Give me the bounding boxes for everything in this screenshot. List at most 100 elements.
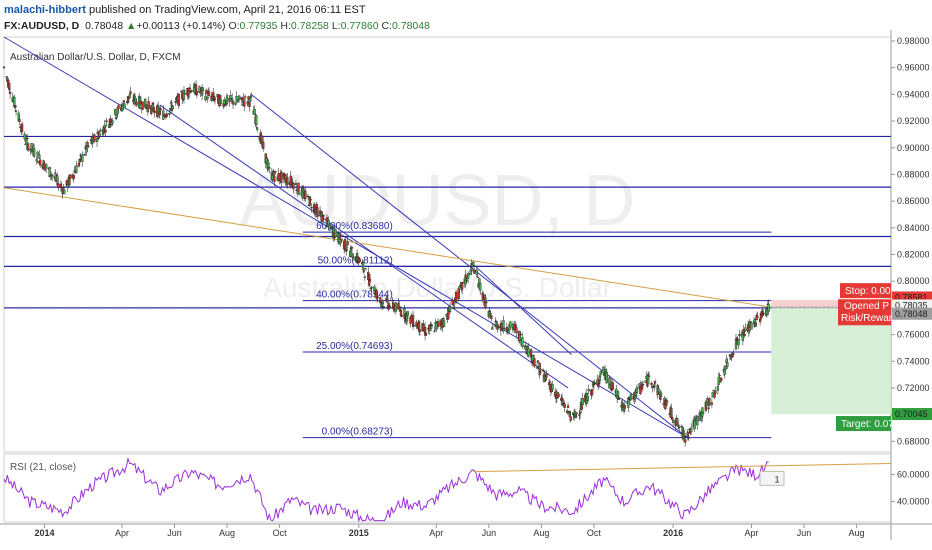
rsi-line <box>3 456 769 523</box>
candle-body <box>653 381 657 384</box>
target-tag-text: Target: 0.07 <box>841 419 894 430</box>
candle-body <box>250 96 253 98</box>
price-tick-label: 0.82000 <box>897 250 930 260</box>
candle-body <box>8 83 11 90</box>
trendline <box>3 187 772 308</box>
candle-body <box>242 98 245 102</box>
candle-body <box>23 133 26 140</box>
time-tick-label: Jun <box>797 528 812 538</box>
candle-body <box>538 363 541 376</box>
candle-body <box>32 148 36 157</box>
candle-body <box>566 405 570 408</box>
candle-body <box>502 320 505 331</box>
candle-body <box>467 273 470 279</box>
candle-body <box>182 90 186 100</box>
candle-body <box>85 148 88 153</box>
high-value: 0.78258 <box>290 20 329 32</box>
candle-body <box>765 308 769 315</box>
candle-body <box>686 431 689 438</box>
candle-body <box>640 385 644 390</box>
candle-body <box>507 330 510 333</box>
candle-body <box>57 183 60 189</box>
candle-body <box>515 327 518 334</box>
candle-body <box>469 269 472 276</box>
candle-body <box>368 279 372 282</box>
candle-body <box>647 375 651 377</box>
candle-body <box>340 239 343 241</box>
candle-body <box>268 167 271 169</box>
time-tick-label: 2015 <box>349 528 369 538</box>
price-tick-label: 0.80000 <box>897 276 930 286</box>
candle-body <box>256 127 259 130</box>
candle-body <box>135 101 138 106</box>
candle-body <box>418 329 422 332</box>
candle-body <box>527 348 530 357</box>
candle-body <box>578 411 582 414</box>
candle-body <box>611 382 614 390</box>
candle-body <box>51 174 54 177</box>
publish-info: published on TradingView.com, April 21, … <box>85 4 366 16</box>
time-tick-label: Aug <box>219 528 235 538</box>
risk-reward-text: Risk/Reward <box>841 313 898 324</box>
candle-body <box>657 388 660 392</box>
candle-body <box>113 109 117 115</box>
candle-body <box>280 172 283 183</box>
price-tick-label: 0.84000 <box>897 223 930 233</box>
candle-body <box>707 407 710 410</box>
candle-body <box>158 111 162 115</box>
candle-body <box>548 381 552 383</box>
target-tag-bg <box>836 416 891 432</box>
high-label: H: <box>280 20 291 32</box>
price-tick-label: 0.88000 <box>897 169 930 179</box>
candle-body <box>310 206 313 209</box>
symbol-label: FX:AUDUSD, D <box>4 20 80 32</box>
candle-body <box>298 193 301 195</box>
candle-body <box>69 174 72 179</box>
candle-body <box>123 103 126 109</box>
price-tick-label: 0.94000 <box>897 89 930 99</box>
candle-body <box>454 291 458 302</box>
candle-body <box>521 337 524 347</box>
candle-body <box>343 239 347 250</box>
candle-body <box>26 143 30 151</box>
candle-body <box>716 386 720 391</box>
candle-body <box>547 382 551 386</box>
candle-body <box>563 403 566 408</box>
candle-body <box>177 93 180 106</box>
candle-body <box>650 382 653 386</box>
candle-body <box>150 105 154 109</box>
candle-body <box>253 109 256 116</box>
candle-body <box>533 358 536 367</box>
candle-body <box>95 137 99 142</box>
rsi-badge-text: 1 <box>774 474 779 484</box>
candle-body <box>35 159 38 162</box>
candle-body <box>183 93 186 95</box>
candle-body <box>213 98 217 100</box>
time-tick-label: 2016 <box>663 528 683 538</box>
price-tick-label: 0.68000 <box>897 436 930 446</box>
candle-body <box>328 224 331 231</box>
last-price: 0.78048 <box>85 20 124 32</box>
candle-body <box>472 261 475 266</box>
candle-body <box>690 427 693 433</box>
candle-body <box>678 426 681 429</box>
candle-body <box>411 314 415 327</box>
candle-body <box>231 100 235 105</box>
candle-body <box>489 312 492 315</box>
candle-body <box>762 313 765 315</box>
candle-body <box>635 387 639 393</box>
author-link[interactable]: malachi-hibbert <box>4 4 86 16</box>
price-tick-label: 0.96000 <box>897 63 930 73</box>
candle-body <box>476 276 479 278</box>
candle-body <box>87 145 90 147</box>
candle-body <box>273 176 276 182</box>
price-change: +0.00113 (+0.14%) <box>136 20 226 32</box>
opened-tag-text: Opened P <box>844 301 889 312</box>
candle-body <box>81 154 84 162</box>
candle-body <box>767 303 770 312</box>
candle-body <box>99 130 102 132</box>
candle-body <box>381 301 385 305</box>
candle-body <box>687 437 690 439</box>
